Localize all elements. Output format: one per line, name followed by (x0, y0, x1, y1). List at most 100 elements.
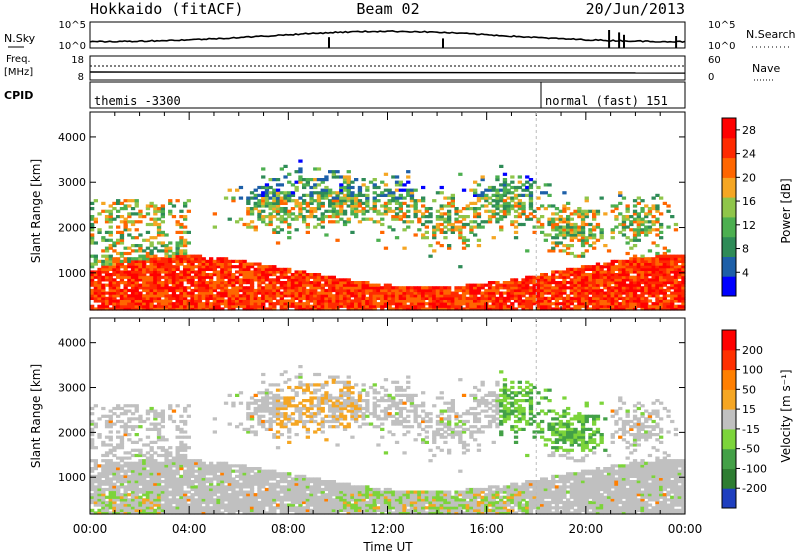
power-cell (197, 267, 203, 271)
power-cell (197, 296, 203, 300)
velocity-cell (119, 511, 125, 515)
nsky-panel: N.Sky 10^5 10^0 10^5 10^0 N.Search (4, 20, 796, 52)
velocity-cell (134, 498, 139, 502)
velocity-cell (134, 495, 139, 499)
velocity-cell (97, 487, 102, 492)
power-cell (275, 193, 281, 197)
velocity-cell (153, 480, 158, 484)
power-cell (625, 304, 630, 308)
power-cell (632, 238, 638, 242)
power-cell (287, 286, 292, 290)
power-cell (536, 286, 541, 290)
power-cell (175, 299, 180, 303)
power-cell (655, 207, 660, 211)
power-cell (588, 273, 593, 277)
velocity-cell (220, 500, 225, 505)
velocity-cell (119, 438, 125, 442)
velocity-cell (264, 388, 270, 392)
power-cell (647, 249, 653, 253)
power-cell (249, 296, 255, 300)
power-cell (90, 304, 95, 308)
power-cell (298, 283, 303, 287)
power-cell (447, 204, 452, 208)
power-cell (413, 286, 418, 290)
power-cell (346, 170, 351, 174)
power-cell (257, 201, 262, 205)
power-cell (201, 288, 206, 293)
power-cell (647, 209, 653, 213)
velocity-cell (287, 480, 292, 484)
power-cell (257, 299, 262, 303)
power-cell (610, 278, 615, 282)
velocity-cell (90, 438, 95, 442)
velocity-cell (290, 388, 296, 392)
power-cell (156, 207, 162, 211)
power-cell (372, 196, 377, 200)
power-cell (305, 275, 310, 279)
power-cell (473, 215, 478, 219)
power-cell (97, 275, 102, 279)
power-cell (149, 304, 154, 308)
power-cell (331, 196, 336, 200)
power-cell (558, 270, 563, 274)
velocity-cell (287, 378, 292, 382)
velocity-cell (104, 500, 110, 505)
power-cell (339, 294, 344, 298)
power-cell (577, 209, 582, 213)
power-cell (551, 228, 556, 232)
power-cell (253, 207, 258, 211)
power-cell (629, 294, 634, 298)
velocity-cell (216, 508, 221, 512)
power-cell (328, 302, 333, 306)
velocity-cell (142, 508, 147, 512)
power-cell (361, 291, 366, 295)
power-cell (104, 259, 110, 263)
power-cell (108, 254, 113, 258)
power-cell (502, 180, 508, 184)
velocity-cell (108, 409, 113, 413)
power-cell (469, 220, 474, 224)
power-cell (670, 302, 675, 306)
power-cell (424, 302, 429, 306)
velocity-cell (123, 487, 128, 492)
velocity-cell (212, 467, 217, 471)
power-cell (573, 230, 578, 234)
velocity-cell (283, 487, 288, 492)
velocity-cell (127, 451, 132, 455)
power-cell (142, 302, 147, 306)
power-cell (223, 294, 229, 298)
power-cell (558, 302, 563, 306)
power-cell (175, 251, 180, 256)
power-cell (298, 286, 303, 290)
velocity-cell (186, 459, 191, 463)
power-cell (116, 225, 121, 229)
power-cell (160, 270, 165, 274)
velocity-cell (283, 477, 288, 481)
velocity-cell (212, 487, 217, 492)
power-cell (513, 283, 519, 287)
power-cell (525, 296, 530, 300)
power-cell (145, 281, 151, 285)
power-cell (417, 302, 422, 306)
power-cell (387, 291, 392, 295)
power-cell (275, 199, 281, 203)
power-cell (149, 244, 154, 248)
velocity-cell (145, 409, 151, 413)
velocity-cell (253, 511, 258, 515)
power-cell (238, 217, 244, 221)
power-cell (328, 291, 333, 295)
power-cell (272, 281, 277, 285)
power-cell (599, 304, 604, 308)
power-cell (406, 299, 411, 303)
power-cell (562, 299, 567, 303)
power-cell (424, 288, 429, 293)
power-cell (223, 270, 229, 274)
power-cell (521, 283, 526, 287)
power-cell (394, 286, 400, 290)
power-cell (305, 278, 310, 282)
power-cell (246, 196, 251, 200)
velocity-cell (183, 506, 188, 510)
power-cell (458, 294, 463, 298)
power-cell (554, 302, 560, 306)
velocity-cell (186, 480, 191, 484)
